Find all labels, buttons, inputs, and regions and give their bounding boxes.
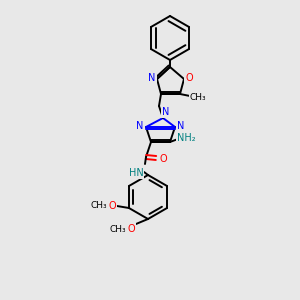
Text: O: O — [108, 201, 116, 211]
Text: CH₃: CH₃ — [190, 94, 206, 103]
Text: NH₂: NH₂ — [177, 133, 195, 143]
Text: HN: HN — [129, 168, 143, 178]
Text: CH₃: CH₃ — [110, 224, 126, 233]
Text: O: O — [127, 224, 135, 234]
Text: N: N — [136, 121, 144, 131]
Text: CH₃: CH₃ — [91, 202, 107, 211]
Text: N: N — [177, 121, 185, 131]
Text: O: O — [159, 154, 167, 164]
Text: N: N — [162, 107, 170, 117]
Text: O: O — [185, 73, 193, 83]
Text: N: N — [148, 73, 156, 83]
